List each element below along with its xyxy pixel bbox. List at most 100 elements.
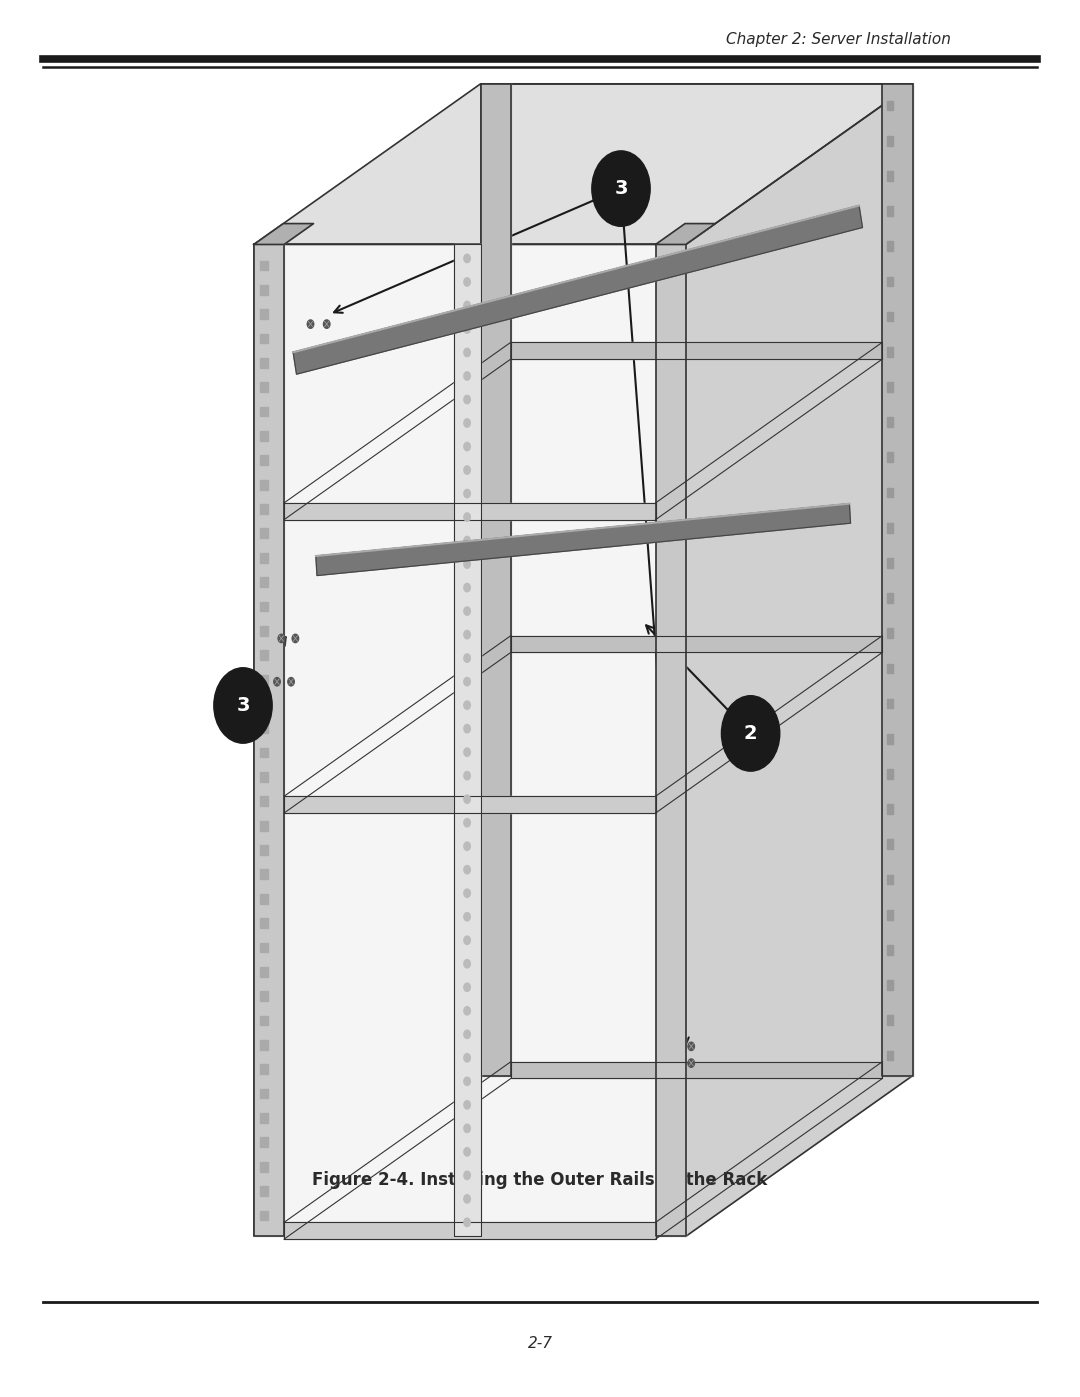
Bar (887, 594, 893, 604)
Circle shape (464, 1148, 471, 1157)
Polygon shape (315, 504, 851, 576)
Bar (260, 992, 268, 1002)
Circle shape (464, 888, 471, 897)
Bar (887, 170, 893, 180)
Bar (887, 664, 893, 673)
Circle shape (721, 696, 780, 771)
Bar (887, 698, 893, 708)
Text: 3: 3 (237, 696, 249, 715)
Circle shape (214, 668, 272, 743)
Bar (260, 724, 268, 733)
Polygon shape (293, 205, 863, 374)
Bar (887, 733, 893, 743)
Polygon shape (511, 342, 882, 359)
Bar (260, 432, 268, 441)
Bar (260, 407, 268, 416)
Circle shape (464, 1101, 471, 1109)
Bar (260, 261, 268, 271)
Circle shape (464, 866, 471, 875)
Circle shape (464, 1077, 471, 1085)
Bar (887, 242, 893, 251)
Bar (260, 383, 268, 393)
Bar (260, 1088, 268, 1098)
Circle shape (464, 1053, 471, 1062)
Circle shape (464, 842, 471, 851)
Circle shape (464, 513, 471, 521)
Bar (260, 918, 268, 928)
Bar (260, 1065, 268, 1074)
Circle shape (464, 1194, 471, 1203)
Polygon shape (254, 244, 284, 1236)
Circle shape (464, 747, 471, 756)
Circle shape (592, 151, 650, 226)
Bar (887, 981, 893, 990)
Text: Figure 2-4. Installing the Outer Rails to the Rack: Figure 2-4. Installing the Outer Rails t… (312, 1172, 768, 1189)
Bar (260, 967, 268, 977)
Circle shape (464, 1030, 471, 1038)
Circle shape (279, 634, 285, 643)
Circle shape (464, 983, 471, 992)
Bar (887, 1051, 893, 1060)
Bar (887, 557, 893, 567)
Text: 2-7: 2-7 (527, 1337, 553, 1351)
Circle shape (464, 936, 471, 944)
Circle shape (464, 1218, 471, 1227)
Circle shape (464, 630, 471, 638)
Bar (260, 773, 268, 782)
Bar (887, 136, 893, 145)
Circle shape (464, 443, 471, 451)
Bar (887, 875, 893, 884)
Circle shape (464, 960, 471, 968)
Circle shape (464, 606, 471, 615)
Bar (260, 1016, 268, 1025)
Polygon shape (284, 1222, 656, 1239)
Circle shape (464, 654, 471, 662)
Bar (887, 629, 893, 638)
Bar (887, 453, 893, 462)
Bar (887, 277, 893, 286)
Polygon shape (454, 244, 481, 1236)
Bar (887, 805, 893, 814)
Circle shape (464, 701, 471, 710)
Bar (887, 944, 893, 954)
Bar (260, 358, 268, 367)
Polygon shape (254, 244, 686, 1236)
Circle shape (464, 419, 471, 427)
Bar (887, 346, 893, 356)
Circle shape (464, 819, 471, 827)
Bar (887, 840, 893, 849)
Circle shape (464, 348, 471, 356)
Polygon shape (254, 84, 913, 244)
Bar (260, 504, 268, 514)
Bar (887, 488, 893, 497)
Polygon shape (656, 244, 686, 1236)
Circle shape (464, 1125, 471, 1133)
Bar (887, 207, 893, 217)
Circle shape (464, 771, 471, 780)
Bar (260, 1137, 268, 1147)
Bar (260, 943, 268, 953)
Bar (260, 553, 268, 563)
Bar (887, 1016, 893, 1025)
Circle shape (464, 678, 471, 686)
Circle shape (464, 560, 471, 569)
Circle shape (464, 1007, 471, 1016)
Bar (260, 869, 268, 879)
Bar (260, 1162, 268, 1172)
Circle shape (464, 489, 471, 497)
Bar (887, 101, 893, 110)
Bar (260, 698, 268, 708)
Bar (260, 845, 268, 855)
Bar (260, 747, 268, 757)
Bar (887, 381, 893, 391)
Polygon shape (284, 796, 656, 813)
Bar (260, 479, 268, 489)
Text: 3: 3 (615, 179, 627, 198)
Bar (260, 1210, 268, 1221)
Circle shape (464, 324, 471, 332)
Circle shape (324, 320, 330, 328)
Circle shape (287, 678, 294, 686)
Circle shape (292, 634, 298, 643)
Circle shape (464, 395, 471, 404)
Bar (260, 334, 268, 344)
